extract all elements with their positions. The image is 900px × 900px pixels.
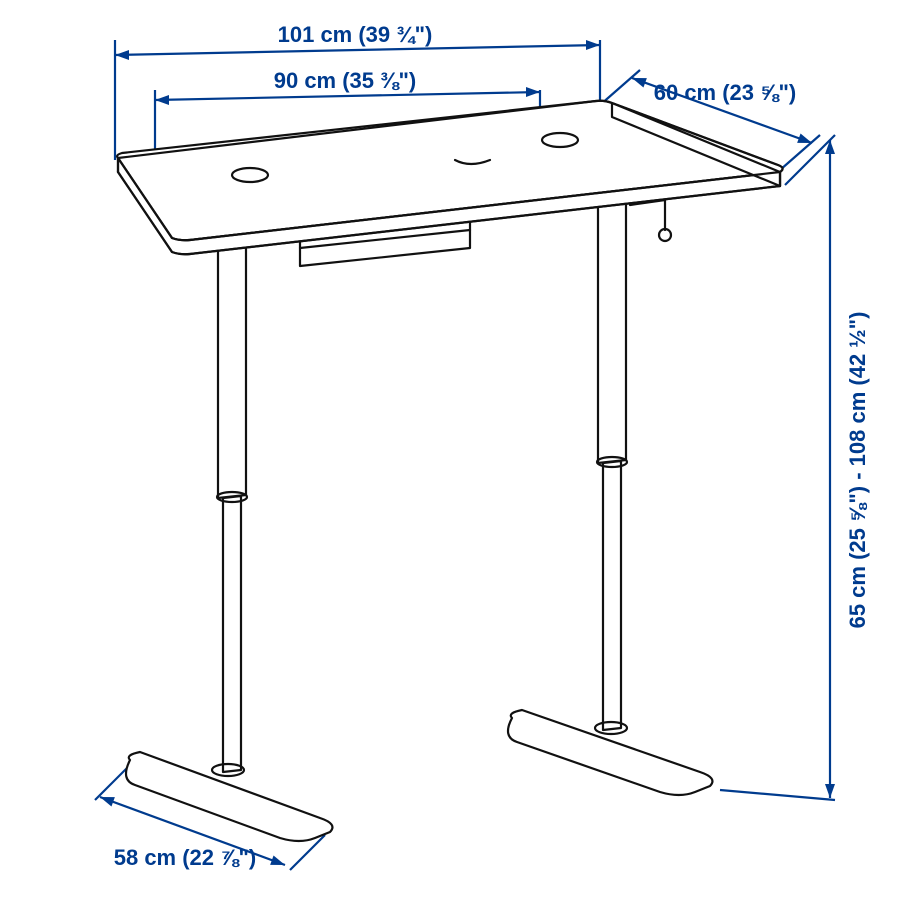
dim-height: [720, 135, 835, 800]
label-top-depth: 60 cm (23 ⅝"): [654, 80, 797, 105]
desk-drawing: [117, 101, 782, 841]
label-top-full: 101 cm (39 ¾"): [278, 22, 433, 47]
label-top-inner: 90 cm (35 ⅜"): [274, 68, 417, 93]
label-foot-depth: 58 cm (22 ⅞"): [114, 845, 257, 870]
label-height: 65 cm (25 ⅝") - 108 cm (42 ½"): [845, 312, 870, 629]
dimension-diagram: 101 cm (39 ¾") 90 cm (35 ⅜") 60 cm (23 ⅝…: [0, 0, 900, 900]
